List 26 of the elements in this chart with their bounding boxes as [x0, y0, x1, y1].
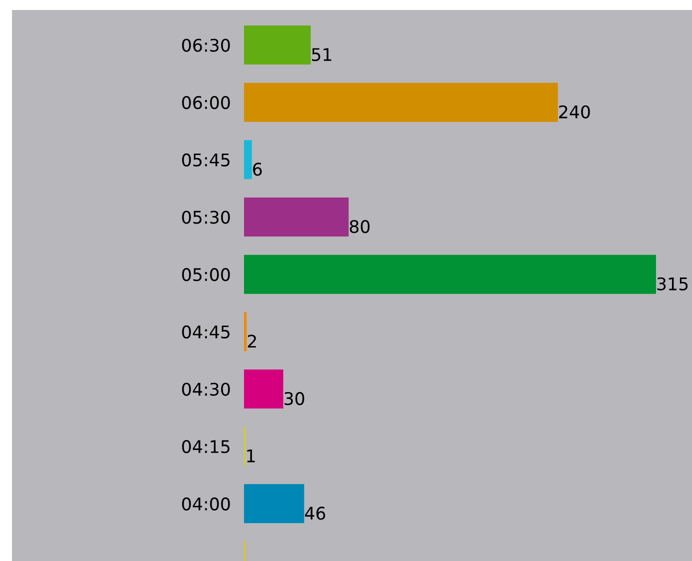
bar: [244, 312, 247, 352]
bar: [244, 82, 558, 122]
data-label: 6: [253, 162, 262, 176]
bar: [244, 484, 304, 524]
bar: [244, 25, 311, 64]
data-label: 30: [284, 392, 304, 406]
y-tick-label: 05:45: [182, 153, 230, 166]
data-label: 1: [247, 450, 255, 462]
y-tick-label: 05:30: [182, 210, 230, 224]
y-tick-label: 04:45: [182, 325, 230, 338]
y-tick-label: 04:15: [182, 440, 230, 454]
y-tick-label: 06:30: [182, 38, 230, 52]
bar: [244, 140, 252, 180]
bar: [244, 197, 349, 236]
y-tick-label: 06:00: [182, 96, 230, 110]
bar: [244, 254, 656, 294]
bar: [244, 370, 284, 408]
data-label: 80: [350, 220, 370, 234]
y-tick-label: 04:00: [182, 497, 230, 511]
data-label: 46: [305, 506, 326, 520]
y-tick-label: 04:30: [182, 382, 230, 396]
data-label: 2: [248, 334, 256, 348]
data-label: 240: [559, 105, 590, 118]
data-label: 315: [657, 277, 688, 290]
y-tick-label: 05:00: [182, 268, 230, 282]
data-label: 51: [312, 48, 332, 62]
